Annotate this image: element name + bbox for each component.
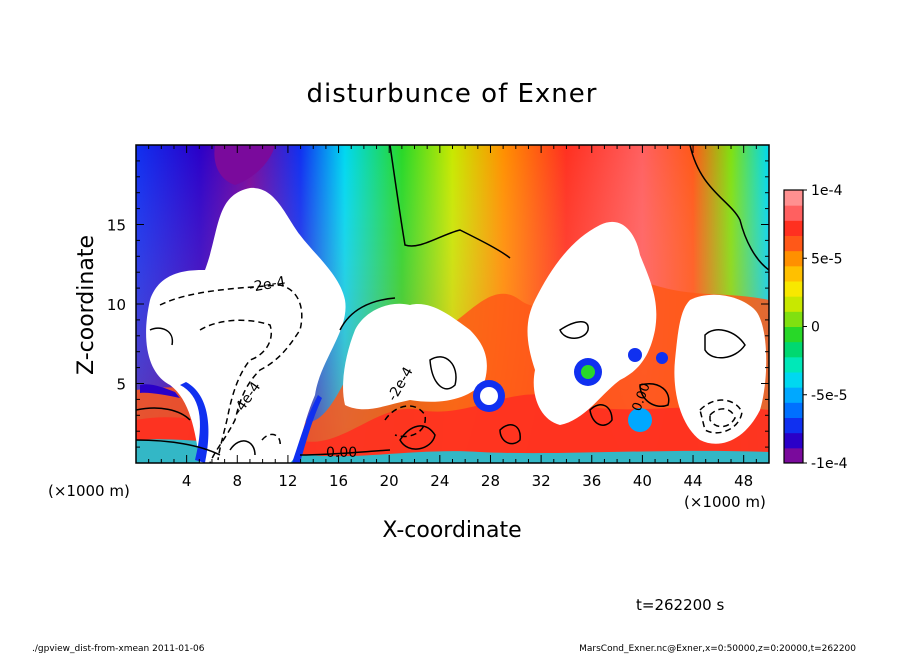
colorbar-swatch — [784, 311, 803, 327]
colorbar-swatch — [784, 356, 803, 373]
colorbar-tick-label: -5e-5 — [811, 388, 848, 404]
x-tick-label: 36 — [582, 472, 601, 490]
colorbar-swatch — [784, 417, 803, 434]
y-tick-label: 15 — [107, 217, 126, 235]
x-tick-label: 28 — [481, 472, 500, 490]
colorbar — [784, 190, 803, 464]
x-tick-label: 40 — [633, 472, 652, 490]
footer-right: MarsCond_Exner.nc@Exner,x=0:50000,z=0:20… — [579, 644, 856, 654]
x-tick-label: 44 — [683, 472, 702, 490]
contour-label: 0.00 — [326, 445, 357, 461]
x-tick-label: 20 — [380, 472, 399, 490]
colorbar-swatch — [784, 326, 803, 343]
x-unit-left: (×1000 m) — [48, 482, 130, 500]
colorbar-swatch — [784, 372, 803, 388]
colorbar-tick-label: -1e-4 — [811, 456, 848, 472]
colorbar-swatch — [784, 235, 803, 252]
colorbar-swatch — [784, 432, 803, 449]
y-tick-label: 5 — [116, 376, 126, 394]
x-axis-label: X-coordinate — [382, 518, 521, 543]
colorbar-tick-label: 1e-4 — [811, 183, 843, 199]
x-tick-label: 32 — [532, 472, 551, 490]
x-tick-label: 24 — [430, 472, 449, 490]
colorbar-swatch — [784, 402, 803, 418]
y-axis: 5 10 15 — [107, 144, 769, 464]
colorbar-swatch — [784, 190, 803, 206]
x-tick-label: 16 — [329, 472, 348, 490]
x-tick-label: 4 — [182, 472, 192, 490]
colorbar-tick-label: 0 — [811, 320, 820, 336]
colorbar-swatch — [784, 265, 803, 282]
colorbar-swatch — [784, 341, 803, 358]
x-unit-right: (×1000 m) — [684, 493, 766, 511]
x-tick-label: 12 — [278, 472, 297, 490]
x-tick-label: 8 — [233, 472, 243, 490]
y-tick-label: 10 — [107, 296, 126, 314]
time-label: t=262200 s — [636, 596, 724, 614]
footer-left: ./gpview_dist-from-xmean 2011-01-06 — [32, 644, 205, 654]
y-axis-label: Z-coordinate — [74, 235, 99, 375]
chart-title: disturbunce of Exner — [307, 79, 598, 109]
heatmap-field — [136, 145, 769, 463]
colorbar-tick-label: 5e-5 — [811, 251, 842, 267]
x-axis: 4 8 12 16 20 24 28 32 36 40 44 48 — [135, 145, 770, 490]
colorbar-swatch — [784, 281, 803, 297]
colorbar-swatch — [784, 205, 803, 221]
x-tick-label: 48 — [734, 472, 753, 490]
colorbar-swatch — [784, 220, 803, 236]
colorbar-swatch — [784, 387, 803, 403]
colorbar-swatch — [784, 250, 803, 267]
contour-label: -2e-4 — [248, 274, 287, 296]
colorbar-swatch — [784, 296, 803, 312]
colorbar-swatch — [784, 447, 803, 464]
colorbar-ticks: 1e-4 5e-5 0 -5e-5 -1e-4 — [803, 183, 848, 472]
